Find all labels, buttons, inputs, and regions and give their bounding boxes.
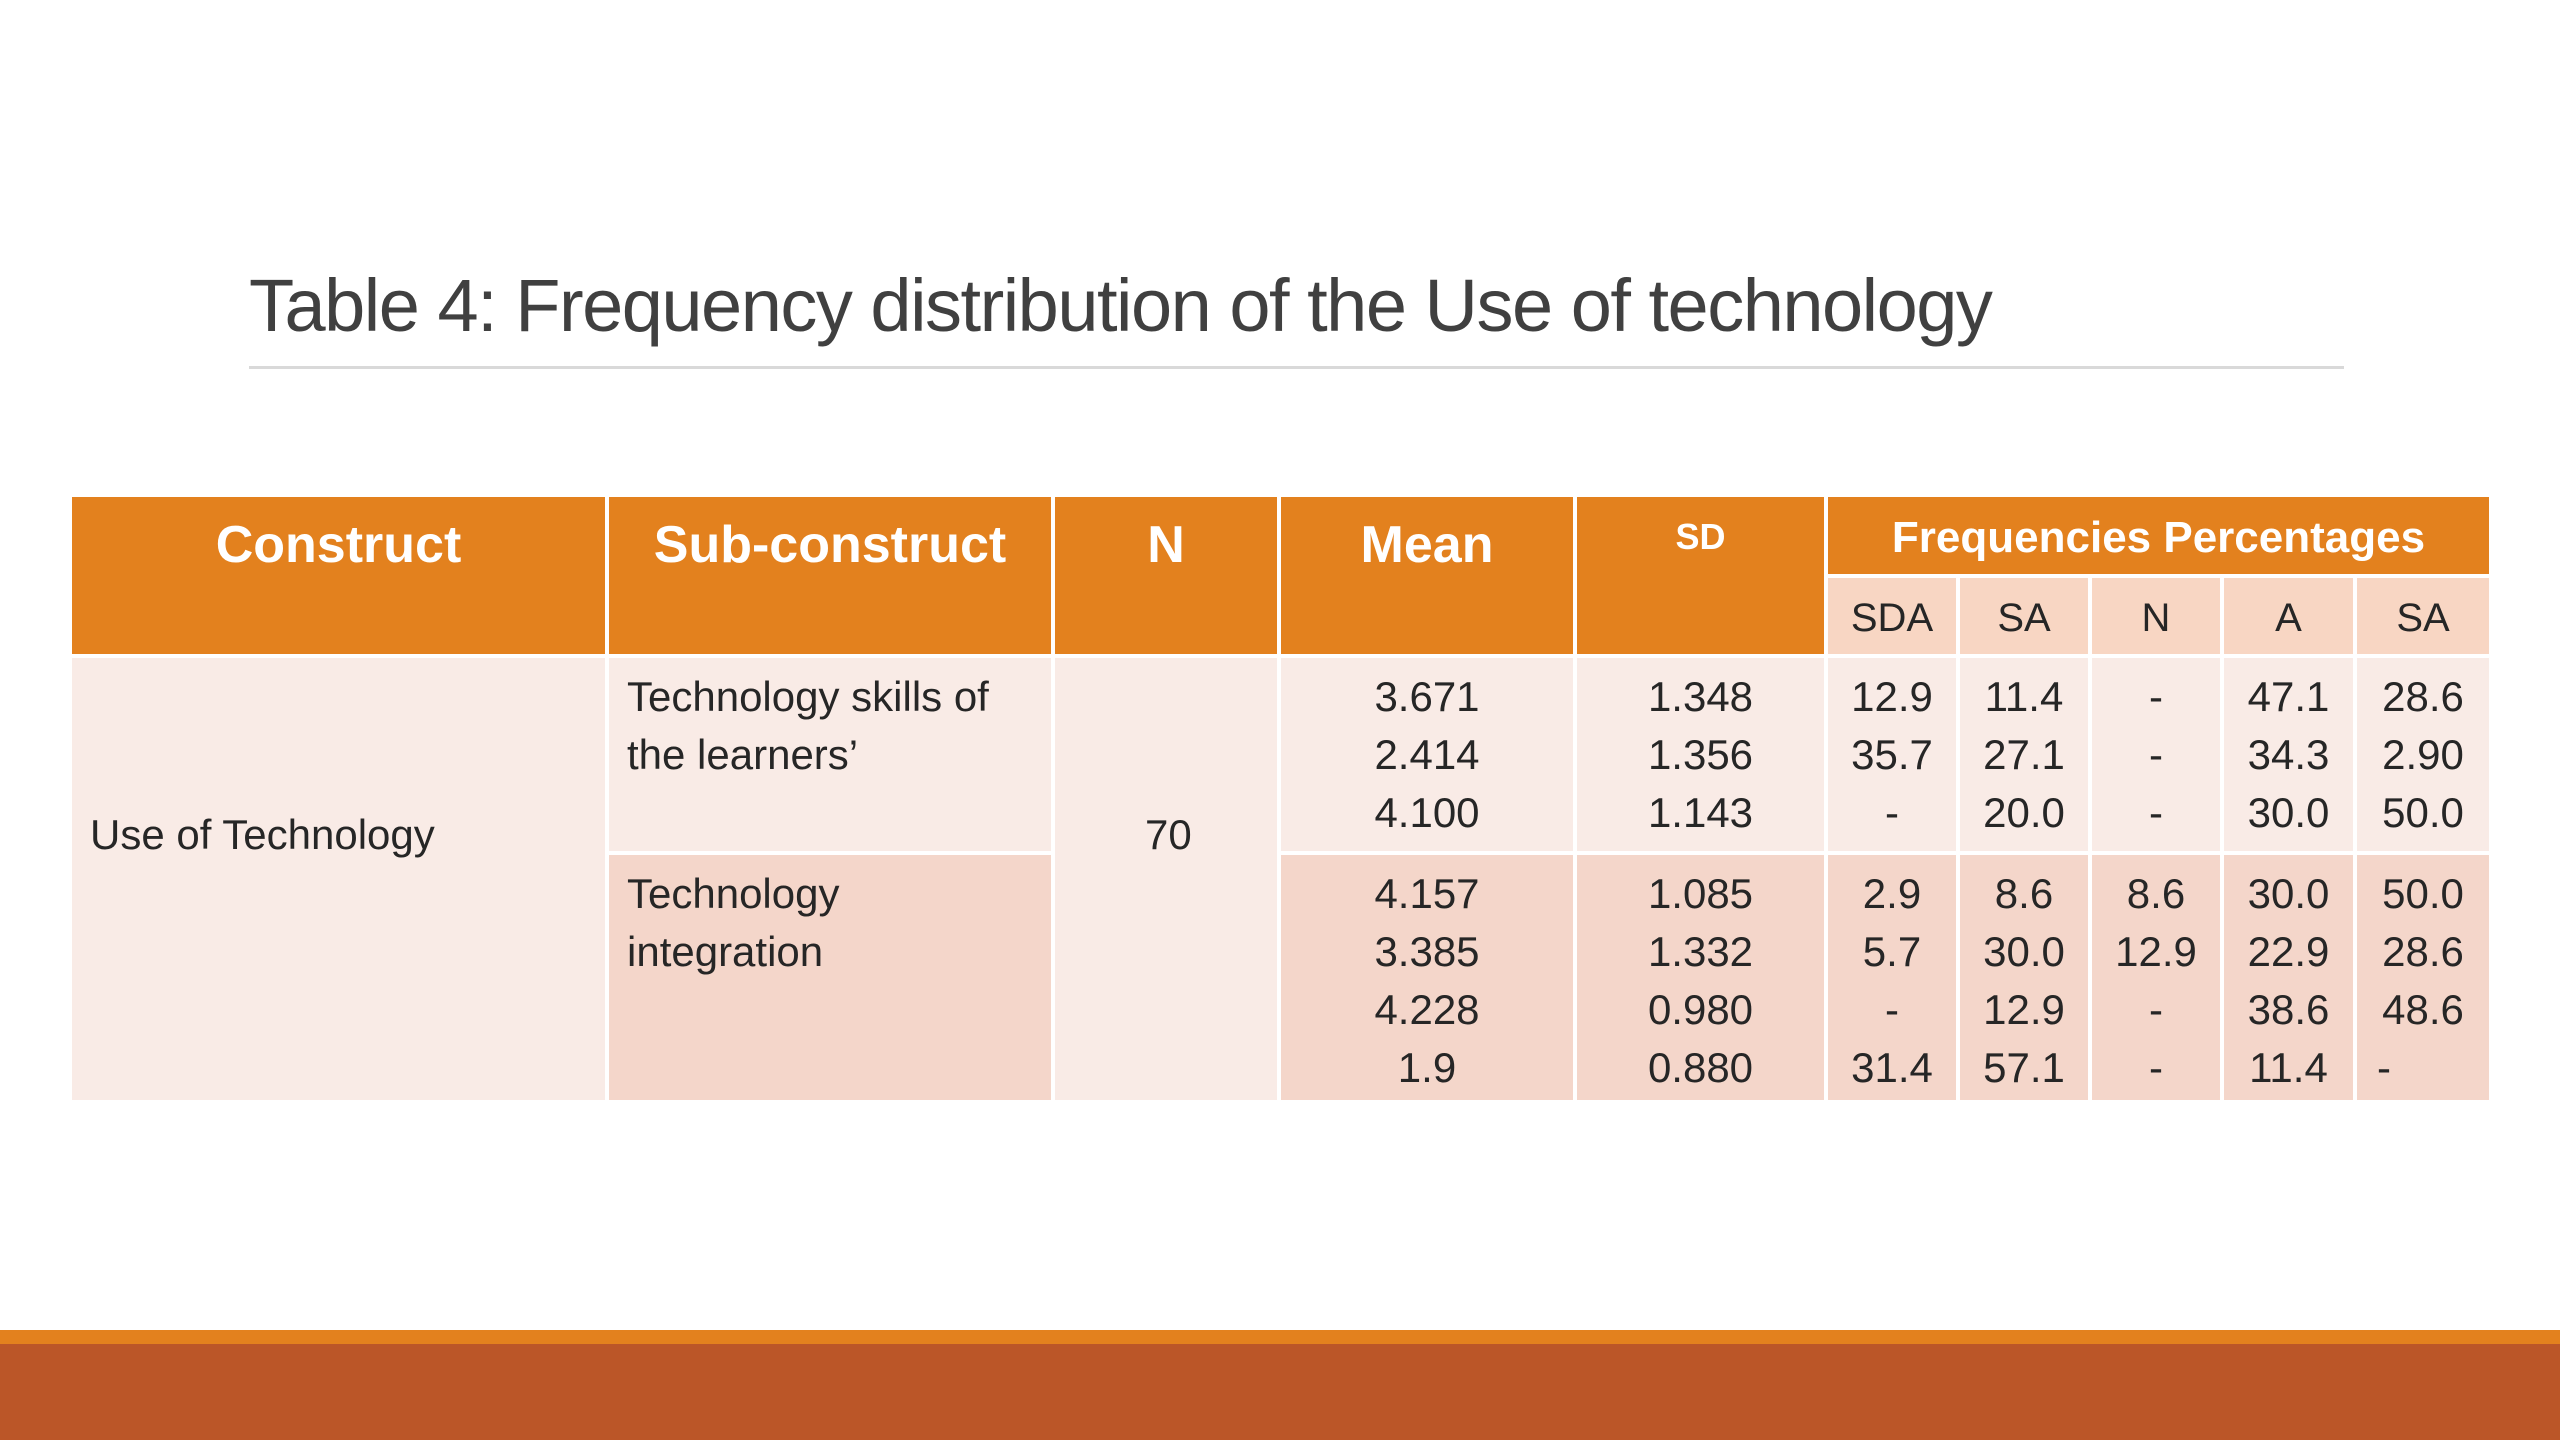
sd-value: 1.085 xyxy=(1647,870,1754,917)
a-value: 38.6 xyxy=(2247,986,2330,1033)
sa-integration: 8.6 30.0 12.9 57.1 xyxy=(1960,855,2088,1100)
sa-skills: 11.4 27.1 20.0 xyxy=(1960,658,2088,851)
sa-value: 27.1 xyxy=(1983,731,2065,778)
sub-construct-line: integration xyxy=(627,928,824,975)
sda-value: 35.7 xyxy=(1851,731,1933,778)
sd-value: 1.332 xyxy=(1647,928,1754,975)
sd-value: 0.880 xyxy=(1647,1044,1754,1091)
frequency-table: Construct Sub-construct N Mean SD Freque… xyxy=(72,497,2489,1100)
sda-integration: 2.9 5.7 - 31.4 xyxy=(1828,855,1956,1100)
a-value: 30.0 xyxy=(2247,870,2330,917)
footer-band xyxy=(0,1344,2560,1440)
header-construct: Construct xyxy=(72,497,605,654)
mean-value: 1.9 xyxy=(1397,1044,1457,1091)
sda-skills: 12.9 35.7 - xyxy=(1828,658,1956,851)
construct-label: Use of Technology xyxy=(90,811,435,858)
sa2-skills: 28.6 2.90 50.0 xyxy=(2357,658,2489,851)
n-value: 70 xyxy=(1145,811,1192,858)
n-freq-value: 12.9 xyxy=(2115,928,2197,975)
sd-integration: 1.085 1.332 0.980 0.880 xyxy=(1577,855,1824,1100)
mean-value: 4.228 xyxy=(1374,986,1480,1033)
a-value: 22.9 xyxy=(2247,928,2330,975)
sda-value: - xyxy=(1885,986,1899,1033)
subheader-sda: SDA xyxy=(1828,578,1956,654)
mean-integration: 4.157 3.385 4.228 1.9 xyxy=(1281,855,1573,1100)
header-n: N xyxy=(1055,497,1277,654)
sa-value: 20.0 xyxy=(1983,789,2065,836)
a-value: 11.4 xyxy=(2249,1044,2328,1091)
header-sub-construct: Sub-construct xyxy=(609,497,1051,654)
subheader-sa: SA xyxy=(1960,578,2088,654)
n-freq-value: 8.6 xyxy=(2126,870,2186,917)
a-skills: 47.1 34.3 30.0 xyxy=(2224,658,2353,851)
sd-value: 1.143 xyxy=(1647,789,1754,836)
construct-cell: Use of Technology xyxy=(72,658,605,1100)
header-mean: Mean xyxy=(1281,497,1573,654)
sd-skills: 1.348 1.356 1.143 xyxy=(1577,658,1824,851)
n-cell: 70 xyxy=(1055,658,1277,1100)
n-freq-value: - xyxy=(2149,986,2163,1033)
sa-value: 11.4 xyxy=(1984,673,2064,720)
sub-construct-line: Technology skills of xyxy=(627,673,989,720)
sa-value: 30.0 xyxy=(1983,928,2065,975)
sa-value: 12.9 xyxy=(1983,986,2065,1033)
mean-skills: 3.671 2.414 4.100 xyxy=(1281,658,1573,851)
a-value: 30.0 xyxy=(2247,789,2330,836)
mean-value: 2.414 xyxy=(1374,731,1480,778)
sub-construct-line: Technology xyxy=(627,870,840,917)
sa2-value: 50.0 xyxy=(2382,789,2464,836)
mean-value: 4.157 xyxy=(1374,870,1480,917)
footer-accent-stripe xyxy=(0,1330,2560,1344)
subheader-n: N xyxy=(2092,578,2220,654)
header-sd: SD xyxy=(1577,497,1824,654)
mean-value: 3.671 xyxy=(1374,673,1480,720)
sda-value: 2.9 xyxy=(1862,870,1922,917)
a-value: 34.3 xyxy=(2247,731,2330,778)
sa2-integration: 50.0 28.6 48.6 - xyxy=(2357,855,2489,1100)
slide-title: Table 4: Frequency distribution of the U… xyxy=(249,256,2344,369)
sa-value: 57.1 xyxy=(1983,1044,2065,1091)
a-integration: 30.0 22.9 38.6 11.4 xyxy=(2224,855,2353,1100)
sub-construct-integration: Technology integration xyxy=(609,855,1051,1100)
sa2-value: 50.0 xyxy=(2382,870,2464,917)
sa2-value: - xyxy=(2377,1044,2391,1091)
sda-value: 31.4 xyxy=(1851,1044,1933,1091)
sub-construct-skills: Technology skills of the learners’ xyxy=(609,658,1051,851)
sa-value: 8.6 xyxy=(1994,870,2054,917)
sa2-value: 28.6 xyxy=(2382,673,2464,720)
n-freq-value: - xyxy=(2149,789,2163,836)
n-skills: - - - xyxy=(2092,658,2220,851)
n-freq-value: - xyxy=(2149,731,2163,778)
n-freq-value: - xyxy=(2149,673,2163,720)
sd-value: 1.348 xyxy=(1647,673,1754,720)
sda-value: 12.9 xyxy=(1851,673,1933,720)
sa2-value: 2.90 xyxy=(2382,731,2464,778)
sda-value: - xyxy=(1885,789,1899,836)
n-integration: 8.6 12.9 - - xyxy=(2092,855,2220,1100)
mean-value: 4.100 xyxy=(1374,789,1480,836)
sd-value: 1.356 xyxy=(1647,731,1754,778)
sa2-value: 48.6 xyxy=(2382,986,2464,1033)
subheader-sa-2: SA xyxy=(2357,578,2489,654)
a-value: 47.1 xyxy=(2247,673,2330,720)
header-frequencies-percentages: Frequencies Percentages xyxy=(1828,497,2489,574)
sd-value: 0.980 xyxy=(1647,986,1754,1033)
sda-value: 5.7 xyxy=(1862,928,1922,975)
mean-value: 3.385 xyxy=(1374,928,1480,975)
n-freq-value: - xyxy=(2149,1044,2163,1091)
subheader-a: A xyxy=(2224,578,2353,654)
sa2-value: 28.6 xyxy=(2382,928,2464,975)
sub-construct-line: the learners’ xyxy=(627,731,859,778)
